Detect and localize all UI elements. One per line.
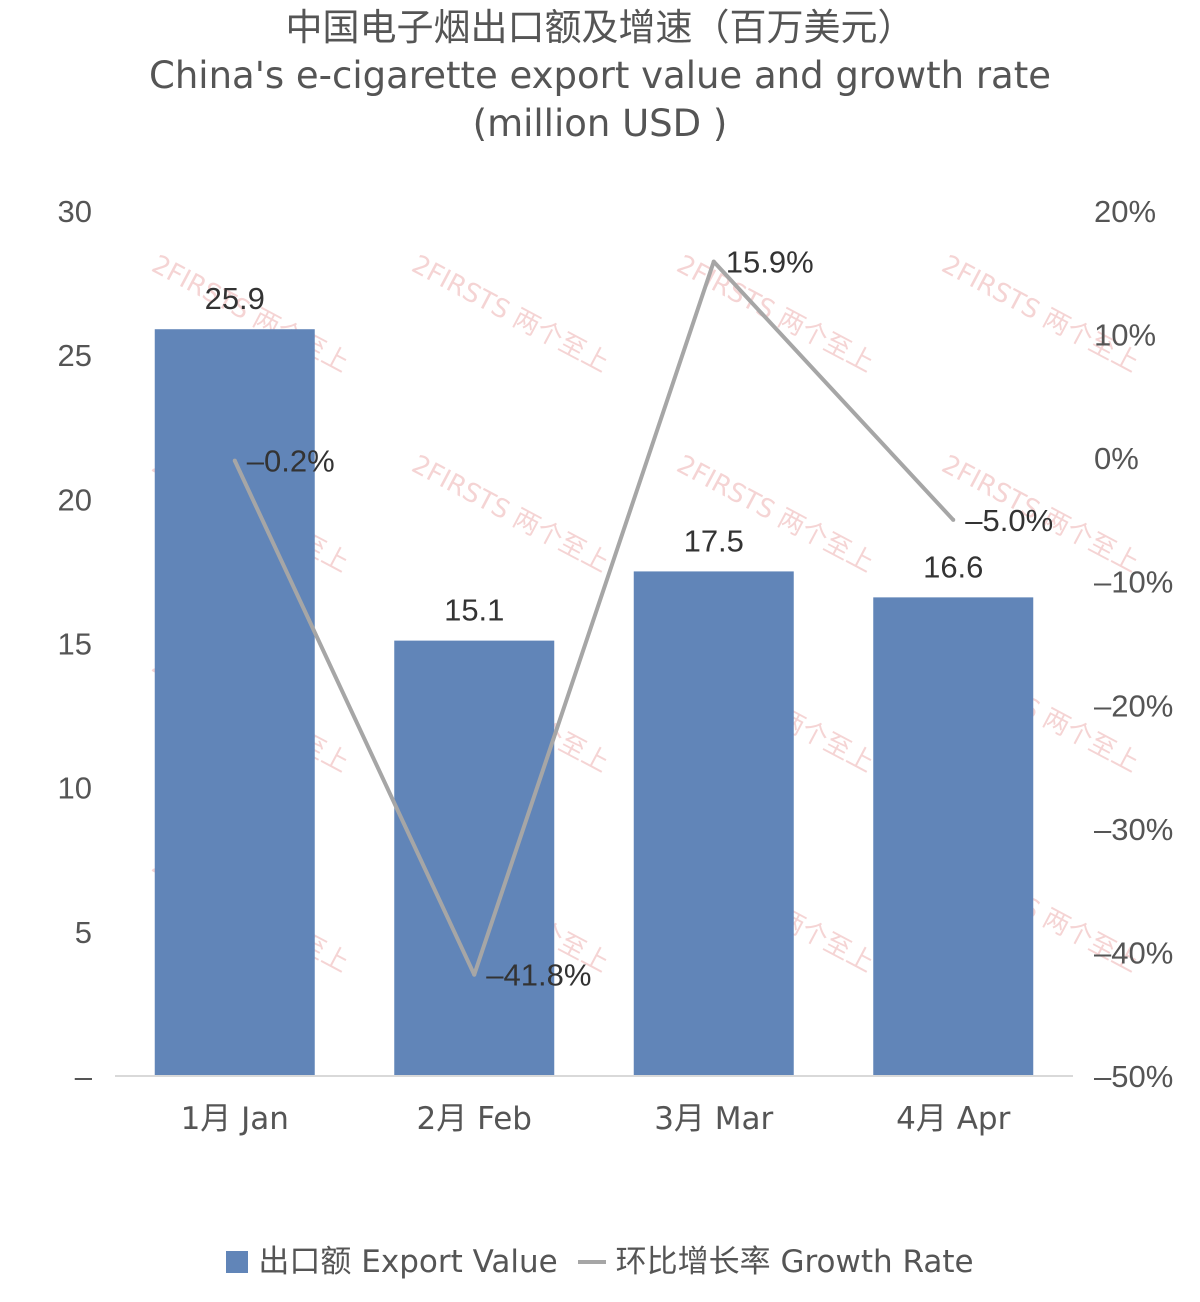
line-point-2 <box>472 972 477 977</box>
right-axis: –50% –40% –30% –20% –10% 0% 10% 20% <box>1094 194 1173 1094</box>
line-point-1 <box>232 458 237 463</box>
chart-title-unit: (million USD ) <box>472 102 728 145</box>
left-axis-tick: – <box>75 1059 93 1094</box>
line-point-4 <box>951 517 956 522</box>
legend-line-swatch <box>577 1259 606 1264</box>
bar-label-4: 16.6 <box>923 549 983 584</box>
legend-item-growth-rate: 环比增长率 Growth Rate <box>568 1236 974 1281</box>
left-axis: – 5 10 15 20 25 30 <box>58 194 93 1094</box>
x-axis-tick: 4月 Apr <box>896 1101 1010 1137</box>
left-axis-tick: 20 <box>58 482 92 517</box>
line-data-labels: –0.2% –41.8% 15.9% –5.0% <box>247 245 1053 993</box>
legend-item-export-value: 出口额 Export Value <box>226 1236 558 1281</box>
line-label-2: –41.8% <box>486 958 591 993</box>
left-axis-tick: 10 <box>58 771 92 806</box>
right-axis-tick: –30% <box>1094 812 1173 847</box>
bar-series <box>154 329 1034 1076</box>
legend: 出口额 Export Value 环比增长率 Growth Rate <box>0 1236 1200 1281</box>
line-series <box>232 259 956 977</box>
watermark-logo: 2FIRSTS 两个至上 <box>407 450 614 579</box>
watermark-logo: 2FIRSTS 两个至上 <box>672 450 879 579</box>
left-axis-tick: 25 <box>58 338 92 373</box>
right-axis-tick: –20% <box>1094 688 1173 723</box>
right-axis-tick: –50% <box>1094 1059 1173 1094</box>
watermark-logo: 2FIRSTS 两个至上 <box>407 250 614 379</box>
x-axis: 1月 Jan 2月 Feb 3月 Mar 4月 Apr <box>181 1101 1011 1137</box>
right-axis-tick: 20% <box>1094 194 1156 229</box>
chart-title-en: China's e-cigarette export value and gro… <box>149 54 1051 97</box>
x-axis-tick: 3月 Mar <box>654 1101 773 1137</box>
right-axis-tick: 10% <box>1094 318 1156 353</box>
legend-bar-label: 出口额 Export Value <box>258 1244 558 1280</box>
line-label-1: –0.2% <box>247 444 335 479</box>
growth-rate-line <box>232 259 955 977</box>
line-label-4: –5.0% <box>965 503 1053 538</box>
x-axis-tick: 1月 Jan <box>181 1101 289 1137</box>
right-axis-tick: 0% <box>1094 441 1139 476</box>
x-axis-tick: 2月 Feb <box>417 1101 532 1137</box>
bar-4 <box>873 597 1034 1076</box>
chart-title-cn: 中国电子烟出口额及增速（百万美元） <box>285 6 915 49</box>
legend-line-label: 环比增长率 Growth Rate <box>615 1244 974 1280</box>
left-axis-tick: 5 <box>75 915 92 950</box>
chart-title: 中国电子烟出口额及增速（百万美元） China's e-cigarette ex… <box>0 4 1200 148</box>
chart-canvas: 2FIRSTS 两个至上 2FIRSTS 两个至上 2FIRSTS 两个至上 2FIR… <box>58 194 1174 1137</box>
bar-1 <box>154 329 315 1076</box>
left-axis-tick: 30 <box>58 194 92 229</box>
right-axis-tick: –10% <box>1094 565 1173 600</box>
legend-bar-swatch <box>226 1250 249 1273</box>
line-label-3: 15.9% <box>726 245 814 280</box>
bar-data-labels: 25.9 15.1 17.5 16.6 <box>205 281 984 627</box>
right-axis-tick: –40% <box>1094 935 1173 970</box>
left-axis-tick: 15 <box>58 627 92 662</box>
bar-3 <box>633 571 794 1076</box>
line-point-3 <box>711 259 716 264</box>
watermark-logo: 2FIRSTS 两个至上 <box>937 250 1144 379</box>
bar-label-1: 25.9 <box>205 281 265 316</box>
bar-label-2: 15.1 <box>444 593 504 628</box>
bar-label-3: 17.5 <box>684 523 744 558</box>
